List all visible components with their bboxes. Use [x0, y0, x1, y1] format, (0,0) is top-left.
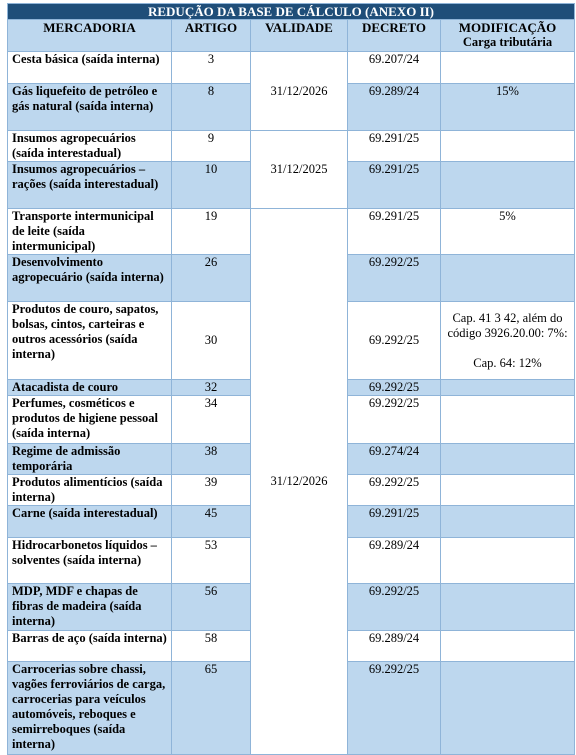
column-header: MERCADORIA: [7, 19, 172, 52]
decreto-cell: 69.292/25: [347, 583, 441, 631]
mercadoria-cell: Cesta básica (saída interna): [7, 51, 172, 84]
table-row: Produtos de couro, sapatos, bolsas, cint…: [7, 301, 576, 380]
artigo-cell: 38: [171, 443, 251, 475]
modificacao-cell: [439, 474, 576, 506]
mercadoria-cell: Gás liquefeito de petróleo e gás natural…: [7, 83, 172, 131]
mercadoria-cell: MDP, MDF e chapas de fibras de madeira (…: [7, 583, 172, 631]
artigo-cell: 56: [171, 583, 251, 631]
table-row: Transporte intermunicipal de leite (saíd…: [7, 208, 576, 755]
column-header: DECRETO: [347, 19, 441, 52]
decreto-cell: 69.289/24: [347, 83, 441, 131]
tax-table: REDUÇÃO DA BASE DE CÁLCULO (ANEXO II) ME…: [6, 3, 576, 755]
decreto-cell: 69.291/25: [347, 130, 441, 162]
modificacao-cell: [439, 254, 576, 302]
decreto-cell: 69.292/25: [347, 301, 441, 380]
decreto-cell: 69.292/25: [347, 254, 441, 302]
modificacao-cell: 15%: [439, 83, 576, 131]
table-row: MDP, MDF e chapas de fibras de madeira (…: [7, 583, 576, 631]
column-header-text: MERCADORIA: [43, 20, 136, 36]
decreto-cell: 69.289/24: [347, 537, 441, 584]
modificacao-text: 15%: [496, 84, 519, 99]
artigo-cell: 10: [171, 161, 251, 209]
mercadoria-cell: Produtos alimentícios (saída interna): [7, 474, 172, 506]
artigo-cell: 30: [171, 301, 251, 380]
table-row: Produtos alimentícios (saída interna) 39 6…: [7, 474, 576, 506]
modificacao-cell: [439, 130, 576, 162]
table-row: Perfumes, cosméticos e produtos de higie…: [7, 395, 576, 444]
modificacao-text: Cap. 41 3 42, além do código 3926.20.00:…: [447, 310, 568, 340]
mercadoria-cell: Carrocerias sobre chassi, vagões ferrovi…: [7, 661, 172, 755]
mercadoria-cell: Regime de admissão temporária: [7, 443, 172, 475]
table-row: Carrocerias sobre chassi, vagões ferrovi…: [7, 661, 576, 755]
modificacao-cell: [439, 161, 576, 209]
mercadoria-cell: Transporte intermunicipal de leite (saíd…: [7, 208, 172, 255]
decreto-cell: 69.292/25: [347, 379, 441, 396]
decreto-cell: 69.274/24: [347, 443, 441, 475]
decreto-cell: 69.291/25: [347, 505, 441, 538]
mercadoria-cell: Insumos agropecuários (saída interestadu…: [7, 130, 172, 162]
column-header-text: VALIDADE: [265, 20, 333, 36]
table-row: Atacadista de couro 32 69.292/25: [7, 379, 576, 396]
column-header: ARTIGO: [171, 19, 251, 52]
mercadoria-cell: Atacadista de couro: [7, 379, 172, 396]
artigo-cell: 19: [171, 208, 251, 255]
modificacao-cell: [439, 537, 576, 584]
modificacao-cell: [439, 51, 576, 84]
artigo-cell: 45: [171, 505, 251, 538]
modificacao-cell: [439, 443, 576, 475]
mercadoria-cell: Perfumes, cosméticos e produtos de higie…: [7, 395, 172, 444]
artigo-cell: 3: [171, 51, 251, 84]
decreto-cell: 69.291/25: [347, 161, 441, 209]
decreto-cell: 69.291/25: [347, 208, 441, 255]
modificacao-cell: [439, 395, 576, 444]
column-header: VALIDADE: [250, 19, 348, 52]
modificacao-cell: [439, 379, 576, 396]
validade-cell: 31/12/2025: [250, 130, 348, 209]
modificacao-text: Cap. 64: 12%: [473, 355, 542, 370]
column-header-text: ARTIGO: [184, 20, 238, 36]
table-row: Desenvolvimento agropecuário (saída inte…: [7, 254, 576, 302]
column-header-text: DECRETO: [361, 20, 427, 36]
artigo-cell: 9: [171, 130, 251, 162]
artigo-cell: 34: [171, 395, 251, 444]
column-header-text: MODIFICAÇÃO: [458, 20, 557, 36]
table-row: Cesta básica (saída interna) 3 31/12/2026 6…: [7, 51, 576, 131]
mercadoria-cell: Barras de aço (saída interna): [7, 630, 172, 662]
artigo-cell: 53: [171, 537, 251, 584]
decreto-cell: 69.292/25: [347, 395, 441, 444]
decreto-cell: 69.207/24: [347, 51, 441, 84]
modificacao-cell: [439, 661, 576, 755]
modificacao-text: 5%: [499, 209, 516, 224]
mercadoria-cell: Insumos agropecuários – rações (saída in…: [7, 161, 172, 209]
modificacao-cell: [439, 630, 576, 662]
column-header: MODIFICAÇÃO Carga tributária: [439, 19, 576, 52]
table-title: REDUÇÃO DA BASE DE CÁLCULO (ANEXO II): [6, 3, 576, 20]
table-row: Gás liquefeito de petróleo e gás natural…: [7, 83, 576, 131]
artigo-cell: 8: [171, 83, 251, 131]
mercadoria-cell: Produtos de couro, sapatos, bolsas, cint…: [7, 301, 172, 380]
table-row: Insumos agropecuários – rações (saída in…: [7, 161, 576, 209]
decreto-cell: 69.289/24: [347, 630, 441, 662]
mercadoria-cell: Hidrocarbonetos líquidos – solventes (sa…: [7, 537, 172, 584]
artigo-cell: 26: [171, 254, 251, 302]
mercadoria-cell: Desenvolvimento agropecuário (saída inte…: [7, 254, 172, 302]
validade-cell: 31/12/2026: [250, 51, 348, 131]
artigo-cell: 39: [171, 474, 251, 506]
mercadoria-cell: Carne (saída interestadual): [7, 505, 172, 538]
modificacao-cell: [439, 505, 576, 538]
modificacao-cell: Cap. 41 3 42, além do código 3926.20.00:…: [439, 301, 576, 380]
column-subtitle: Carga tributária: [462, 35, 553, 49]
validade-cell: 31/12/2026: [250, 208, 348, 755]
table-row: Insumos agropecuários (saída interestadu…: [7, 130, 576, 209]
decreto-cell: 69.292/25: [347, 474, 441, 506]
artigo-cell: 32: [171, 379, 251, 396]
modificacao-cell: 5%: [439, 208, 576, 255]
artigo-cell: 58: [171, 630, 251, 662]
modificacao-cell: [439, 583, 576, 631]
decreto-cell: 69.292/25: [347, 661, 441, 755]
artigo-cell: 65: [171, 661, 251, 755]
